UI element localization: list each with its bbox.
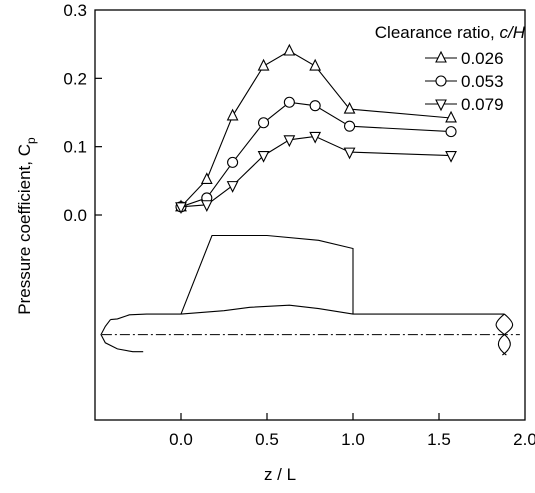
data-point <box>200 200 213 212</box>
y-axis-title-subscript: p <box>24 137 38 144</box>
legend-label: 0.053 <box>461 72 504 91</box>
x-tick-label: 0.0 <box>169 430 193 449</box>
series-line <box>180 135 452 208</box>
series-1 <box>175 43 457 212</box>
data-point <box>257 151 270 163</box>
data-point <box>343 147 356 160</box>
legend-title: Clearance ratio, c/H <box>375 23 526 42</box>
series-line <box>180 101 452 208</box>
legend-entry-1: 0.026 <box>425 49 504 68</box>
legend-label: 0.079 <box>461 95 504 114</box>
series-3 <box>175 131 457 215</box>
blade-outline <box>180 234 354 315</box>
data-point <box>258 117 270 129</box>
legend-marker <box>435 50 447 63</box>
legend-entry-3: 0.079 <box>425 95 504 114</box>
data-point <box>283 96 295 108</box>
legend-title-italic: c/H <box>500 23 526 42</box>
y-axis-title-main: Pressure coefficient, C <box>15 144 34 315</box>
data-point <box>226 181 239 193</box>
y-tick-label: 0.1 <box>63 138 87 157</box>
axis-tick-labels: 0.0 0.5 1.0 1.5 2.0 0.0 0.1 0.2 0.3 <box>63 1 535 449</box>
y-tick-label: 0.0 <box>63 206 87 225</box>
data-point <box>175 202 187 215</box>
data-point <box>200 172 213 185</box>
data-point <box>283 43 296 56</box>
series-line <box>180 50 452 208</box>
legend-marker <box>435 99 447 112</box>
y-axis-title: Pressure coefficient, Cp <box>15 137 38 315</box>
data-point <box>309 131 322 144</box>
data-point <box>257 58 270 71</box>
shaft-break-symbol-lower <box>495 313 511 356</box>
data-point <box>227 156 239 168</box>
data-point <box>344 120 356 132</box>
inset-geometry-outline <box>100 234 520 356</box>
data-point <box>309 100 321 112</box>
legend: Clearance ratio, c/H 0.026 0.053 0.079 <box>375 23 526 114</box>
x-tick-label: 0.5 <box>255 430 279 449</box>
series-layer <box>175 43 457 215</box>
y-tick-label: 0.3 <box>63 1 87 20</box>
data-point <box>445 110 457 123</box>
hub-nose-line <box>100 319 144 353</box>
x-tick-label: 1.0 <box>341 430 365 449</box>
x-tick-label: 2.0 <box>513 430 535 449</box>
legend-marker <box>435 75 447 87</box>
data-point <box>283 135 296 148</box>
legend-title-text: Clearance ratio, <box>375 23 500 42</box>
x-tick-label: 1.5 <box>427 430 451 449</box>
data-point <box>343 101 356 114</box>
data-point <box>309 58 322 71</box>
x-axis-title: z / L <box>264 465 296 484</box>
legend-entry-2: 0.053 <box>425 72 504 91</box>
hub-profile-line <box>110 304 505 321</box>
axis-ticks <box>95 77 440 420</box>
legend-label: 0.026 <box>461 49 504 68</box>
data-point <box>445 126 457 138</box>
data-point <box>226 108 239 121</box>
data-point <box>445 151 457 163</box>
y-tick-label: 0.2 <box>63 69 87 88</box>
